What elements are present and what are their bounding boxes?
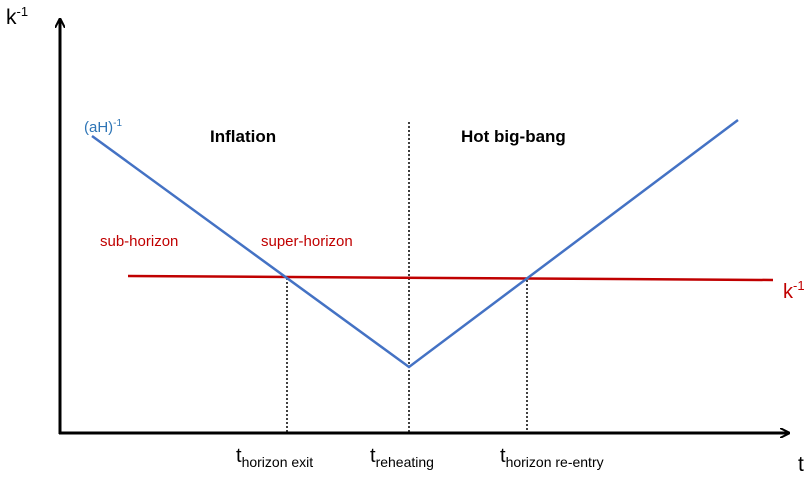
region-label: Hot big-bang [461,127,566,146]
hubble-line [91,119,739,369]
hubble-label: (aH)-1 [84,118,123,136]
region-label: Inflation [210,127,276,146]
zone-label: super-horizon [261,233,353,250]
k-label: k-1 [783,278,805,303]
k-line [127,274,774,282]
time-label: treheating [370,445,434,470]
y-label: k-1 [6,4,28,29]
time-label: thorizon re-entry [500,445,604,470]
x-label: t [798,453,804,476]
time-label: thorizon exit [236,445,313,470]
zone-label: sub-horizon [100,233,178,250]
